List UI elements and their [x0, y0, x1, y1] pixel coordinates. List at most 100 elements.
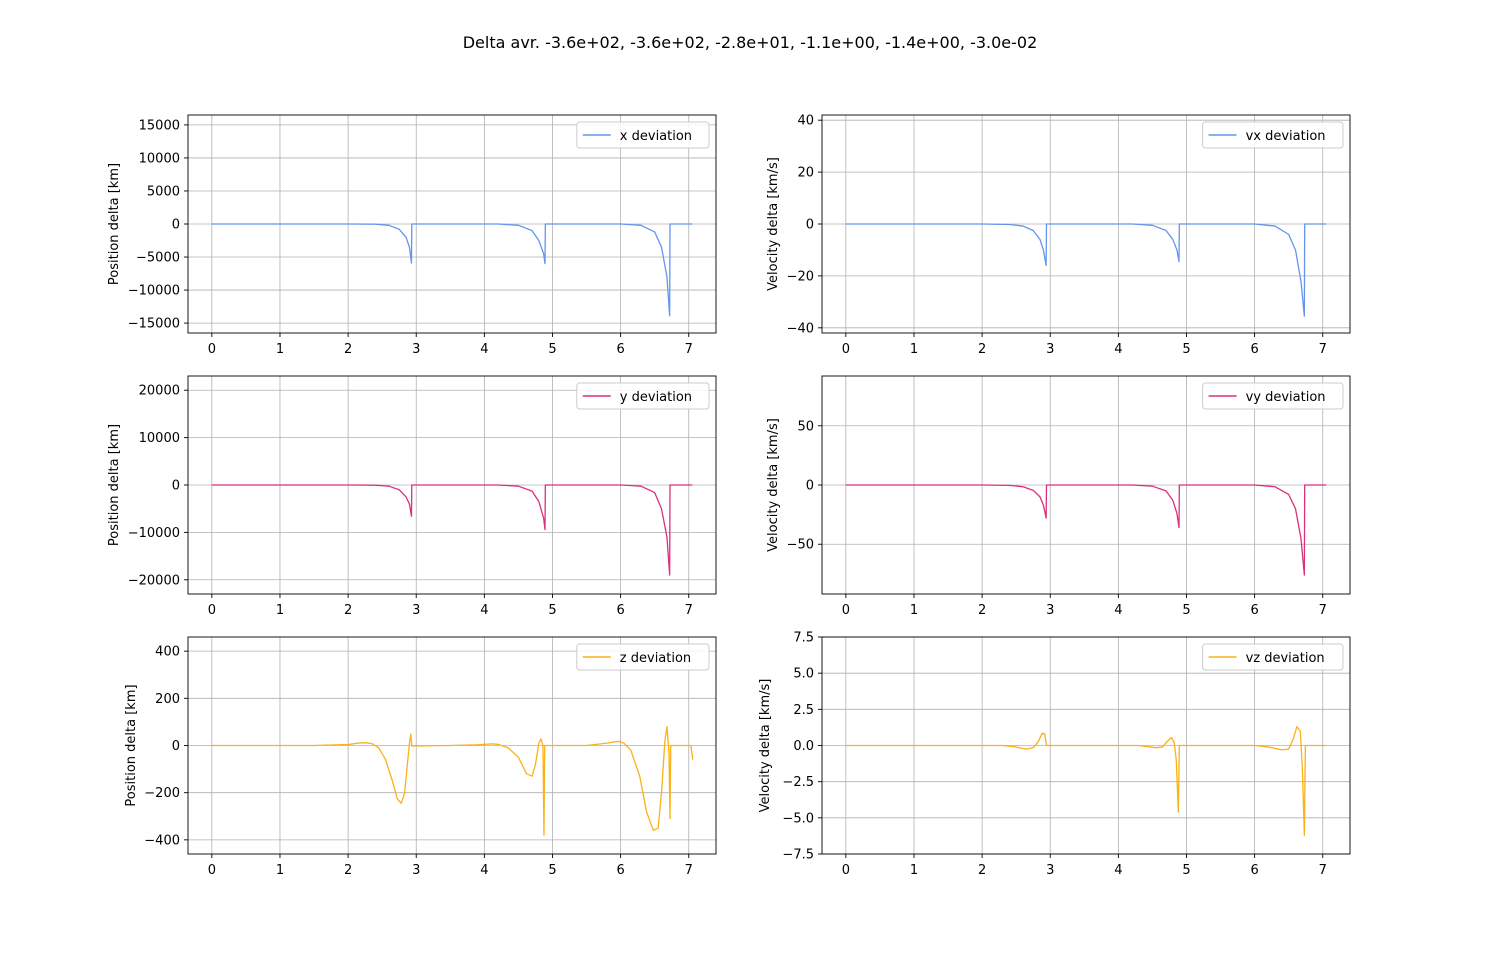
x-tick-label: 4: [480, 863, 488, 878]
x-tick-label: 4: [1114, 863, 1122, 878]
legend-label: vx deviation: [1246, 129, 1326, 144]
x-tick-label: 7: [685, 603, 693, 618]
x-tick-label: 6: [1250, 342, 1258, 357]
y-tick-label: −10000: [128, 284, 180, 299]
x-tick-label: 7: [1319, 342, 1327, 357]
legend-box: [1202, 121, 1344, 149]
y-tick-label: −7.5: [782, 848, 814, 863]
x-tick-label: 2: [978, 342, 986, 357]
y-tick-label: 50: [797, 419, 814, 434]
x-tick-label: 0: [842, 603, 850, 618]
legend-label: y deviation: [620, 390, 692, 405]
y-tick-label: 0: [806, 479, 814, 494]
y-tick-label: −200: [144, 786, 180, 801]
x-tick-label: 3: [412, 603, 420, 618]
x-tick-label: 6: [616, 603, 624, 618]
x-tick-label: 5: [1182, 342, 1190, 357]
x-tick-label: 3: [1046, 603, 1054, 618]
x-tick-label: 3: [1046, 863, 1054, 878]
series-line: [211, 484, 693, 576]
x-tick-label: 2: [344, 603, 352, 618]
subplot-6: 0 1 2 3 4 5 6 7 −7.5 −5.0 −2.5 0.0 2.5 5.0 7.5 Velocity…: [758, 631, 1351, 878]
x-tick-label: 7: [685, 863, 693, 878]
legend-label: vy deviation: [1246, 390, 1326, 405]
y-tick-label: 2.5: [793, 703, 814, 718]
y-tick-label: 20: [797, 166, 814, 181]
x-tick-label: 1: [276, 603, 284, 618]
series-line: [211, 725, 694, 836]
y-tick-label: 0: [172, 218, 180, 233]
y-tick-label: 400: [155, 645, 180, 660]
x-tick-label: 4: [480, 342, 488, 357]
x-tick-label: 7: [1319, 863, 1327, 878]
x-tick-label: 3: [412, 342, 420, 357]
y-tick-label: −10000: [128, 526, 180, 541]
legend-box: [576, 382, 710, 410]
y-tick-label: 20000: [139, 384, 180, 399]
x-tick-label: 7: [1319, 603, 1327, 618]
y-tick-label: 5000: [147, 184, 180, 199]
y-axis-label: Position delta [km]: [107, 163, 122, 285]
y-axis-label: Position delta [km]: [124, 684, 139, 806]
series-line: [845, 726, 1327, 836]
x-tick-label: 5: [1182, 603, 1190, 618]
x-tick-label: 5: [548, 863, 556, 878]
y-tick-label: 5.0: [793, 667, 814, 682]
y-axis-label: Velocity delta [km/s]: [766, 157, 781, 291]
legend-box: [1202, 382, 1344, 410]
subplot-5: 0 1 2 3 4 5 6 7 −400 −200 0 200 400 Position delta [k…: [124, 636, 717, 878]
y-tick-label: 10000: [139, 151, 180, 166]
y-tick-label: 0: [806, 218, 814, 233]
y-axis-label: Velocity delta [km/s]: [758, 679, 773, 813]
figure-title: Delta avr. -3.6e+02, -3.6e+02, -2.8e+01,…: [462, 33, 1038, 52]
x-tick-label: 0: [842, 342, 850, 357]
y-axis-label: Velocity delta [km/s]: [766, 418, 781, 552]
x-tick-label: 2: [978, 603, 986, 618]
y-tick-label: 0: [172, 479, 180, 494]
subplot-4: 0 1 2 3 4 5 6 7 −50 0 50 Velocity delta [km/s] vy de…: [766, 375, 1351, 618]
x-tick-label: 6: [616, 342, 624, 357]
subplot-1: 0 1 2 3 4 5 6 7 −15000 −10000 −5000 0 5000 10000 15000…: [107, 114, 717, 357]
x-tick-label: 5: [1182, 863, 1190, 878]
x-tick-label: 5: [548, 603, 556, 618]
x-tick-label: 0: [208, 342, 216, 357]
x-tick-label: 2: [344, 342, 352, 357]
y-tick-label: 200: [155, 692, 180, 707]
y-tick-label: −40: [787, 321, 814, 336]
x-tick-label: 1: [276, 863, 284, 878]
y-tick-label: −20: [787, 269, 814, 284]
y-tick-label: −20000: [128, 573, 180, 588]
x-tick-label: 1: [910, 603, 918, 618]
y-tick-label: 40: [797, 114, 814, 129]
y-tick-label: −2.5: [782, 775, 814, 790]
y-tick-label: −15000: [128, 317, 180, 332]
y-tick-label: −400: [144, 833, 180, 848]
x-tick-label: 7: [685, 342, 693, 357]
legend-box: [576, 643, 710, 671]
subplot-3: 0 1 2 3 4 5 6 7 −20000 −10000 0 10000 20000 Position …: [107, 375, 717, 618]
x-tick-label: 2: [344, 863, 352, 878]
series-line: [845, 223, 1327, 317]
y-tick-label: −5000: [136, 251, 180, 266]
y-tick-label: −50: [787, 538, 814, 553]
x-tick-label: 0: [842, 863, 850, 878]
x-tick-label: 6: [1250, 863, 1258, 878]
x-tick-label: 1: [276, 342, 284, 357]
x-tick-label: 6: [1250, 603, 1258, 618]
y-axis-label: Position delta [km]: [107, 424, 122, 546]
y-tick-label: 10000: [139, 431, 180, 446]
x-tick-label: 0: [208, 863, 216, 878]
legend-box: [576, 121, 710, 149]
series-line: [845, 484, 1327, 576]
y-tick-label: 7.5: [793, 631, 814, 646]
legend-box: [1202, 643, 1344, 671]
x-tick-label: 2: [978, 863, 986, 878]
y-tick-label: 0.0: [793, 739, 814, 754]
x-tick-label: 1: [910, 342, 918, 357]
y-tick-label: −5.0: [782, 811, 814, 826]
x-tick-label: 5: [548, 342, 556, 357]
y-tick-label: 0: [172, 739, 180, 754]
x-tick-label: 1: [910, 863, 918, 878]
legend-label: vz deviation: [1246, 651, 1325, 666]
